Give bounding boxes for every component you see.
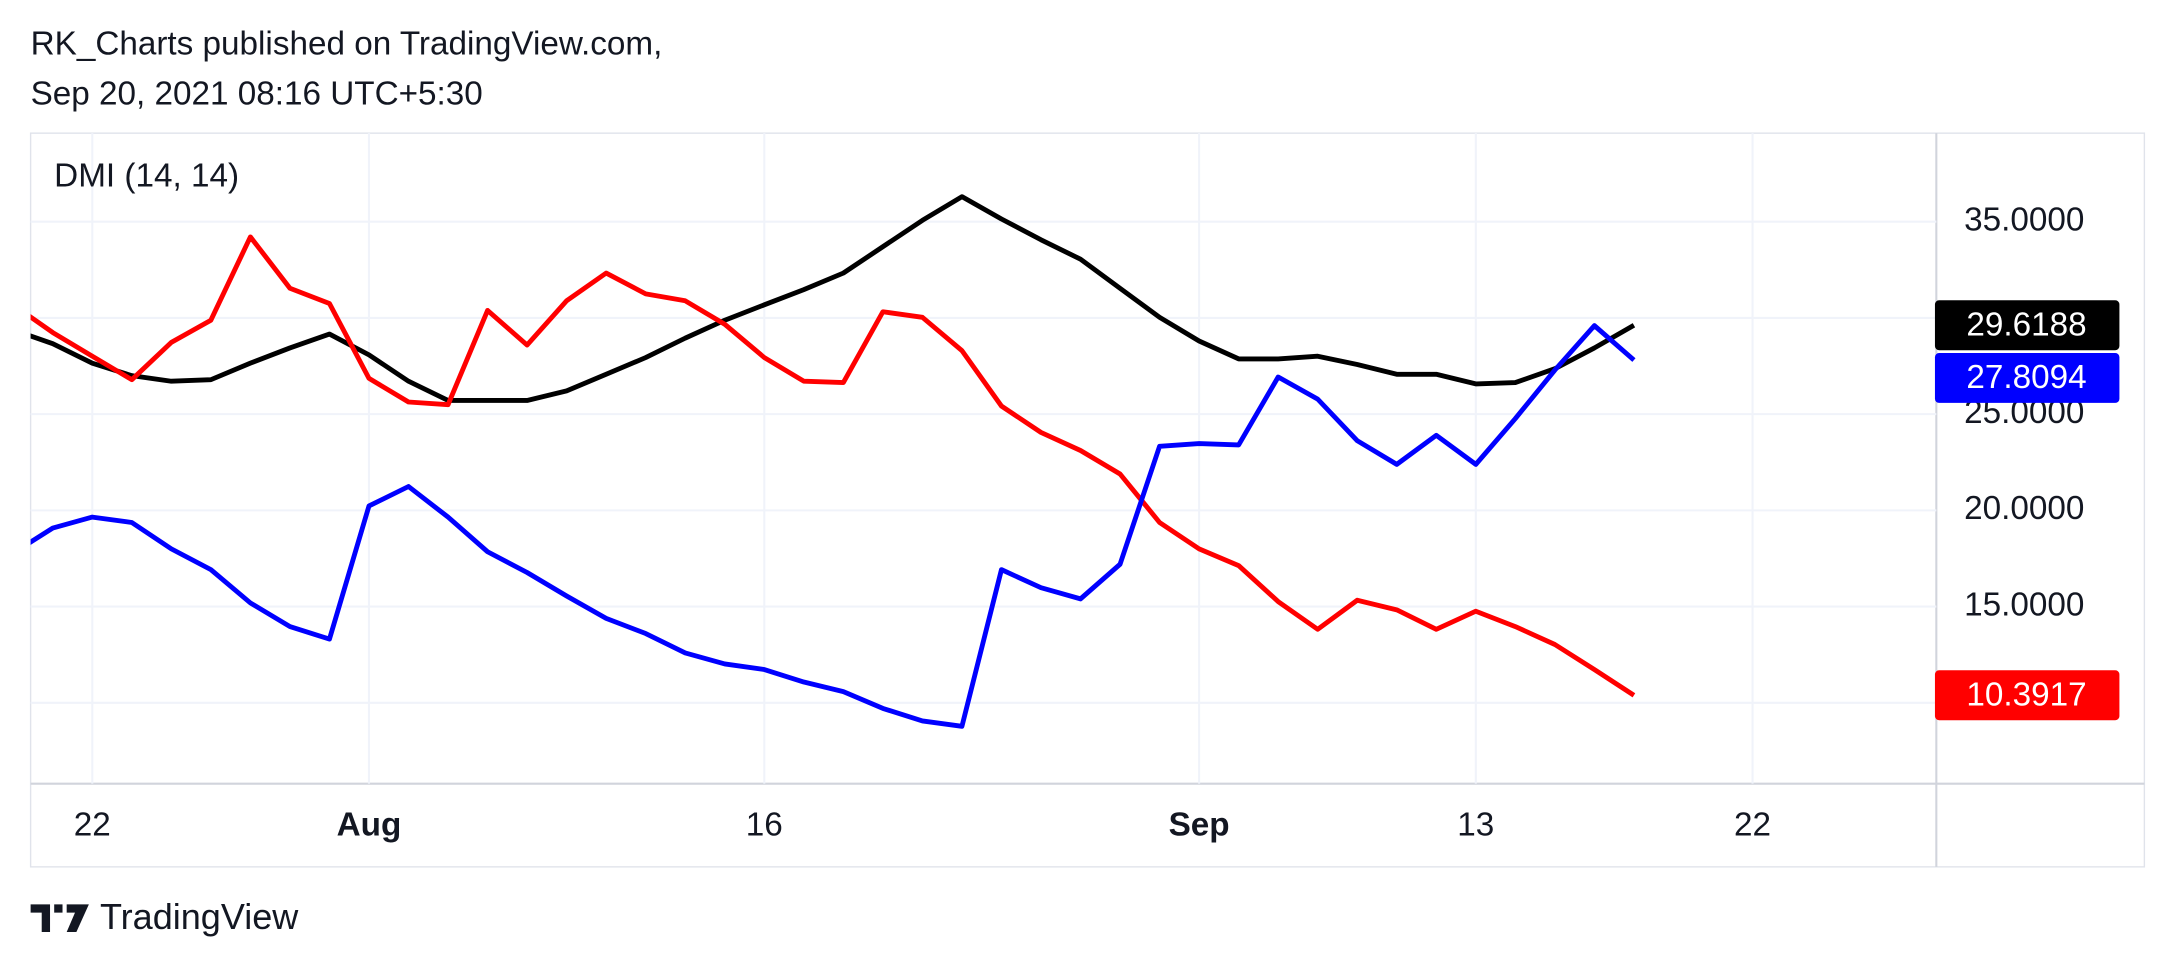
y-tick-label: 35.0000 <box>1964 201 2084 238</box>
indicator-title: DMI (14, 14) <box>54 157 239 194</box>
axes: 10.000015.000020.000025.000030.000035.00… <box>74 201 2120 843</box>
y-tick-label: 15.0000 <box>1964 586 2084 623</box>
chart-frame <box>29 132 2146 868</box>
x-tick-label: 13 <box>1457 806 1494 843</box>
y-tick-label: 20.0000 <box>1964 490 2084 527</box>
x-tick-label: 22 <box>1734 806 1771 843</box>
dmi-line <box>30 323 1636 729</box>
last-value-badge <box>1934 670 2120 721</box>
x-tick-label: Sep <box>1169 806 1230 843</box>
grid <box>30 133 1937 784</box>
publisher: RK_Charts published on TradingView.com, <box>31 26 663 63</box>
x-tick-label: Aug <box>337 806 402 843</box>
last-value-label: 29.6188 <box>1966 306 2086 343</box>
dmi-line <box>30 194 1636 403</box>
last-value-badge <box>1934 352 2120 403</box>
plot <box>30 194 1636 729</box>
brand: TradingView <box>100 896 299 937</box>
timestamp: Sep 20, 2021 08:16 UTC+5:30 <box>31 75 483 112</box>
last-value-label: 10.3917 <box>1966 676 2086 713</box>
last-value-badge <box>1934 300 2120 351</box>
last-value-label: 27.8094 <box>1966 359 2086 396</box>
tradingview-logo <box>30 904 89 933</box>
x-tick-label: 22 <box>74 806 111 843</box>
x-tick-label: 16 <box>746 806 783 843</box>
dmi-line <box>30 234 1636 698</box>
